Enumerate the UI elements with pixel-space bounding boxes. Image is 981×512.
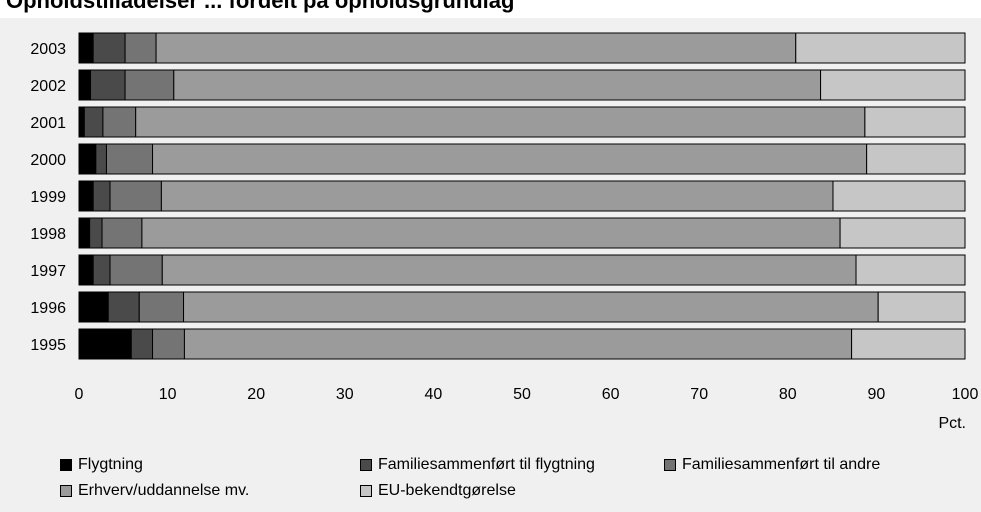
legend: Flygtning Familiesammenført til flygtning… xyxy=(60,456,960,512)
bar-segment-1997-s1 xyxy=(92,254,111,286)
x-tick-label: 60 xyxy=(602,386,620,403)
stacked-bar-chart: 2003 2002 2001 2000 1999 1998 1997 1996 1995 0 10… xyxy=(30,32,979,432)
x-tick-label: 100 xyxy=(952,386,979,403)
legend-label: Familiesammenført til andre xyxy=(682,456,881,473)
bar-segment-1996-s4 xyxy=(877,291,966,323)
year-label-2000: 2000 xyxy=(30,152,66,169)
bar-segment-1997-s4 xyxy=(855,254,966,286)
legend-item: EU-bekendtgørelse xyxy=(360,482,516,500)
bar-segment-2001-s4 xyxy=(864,106,966,138)
title-strip: Opholdstilladelser ... fordelt på ophold… xyxy=(0,0,981,18)
bar-segment-1999-s0 xyxy=(78,180,94,212)
year-labels: 2003 2002 2001 2000 1999 1998 1997 1996 1995 xyxy=(30,41,66,354)
bar-segment-1998-s0 xyxy=(78,217,91,249)
bar-segment-1999-s3 xyxy=(160,180,834,212)
bar-segment-1995-s3 xyxy=(183,328,853,360)
x-tick-label: 20 xyxy=(247,386,265,403)
legend-item: Familiesammenført til flygtning xyxy=(360,456,595,474)
bar-segment-2003-s0 xyxy=(78,32,94,64)
bar-segment-1998-s2 xyxy=(101,217,143,249)
legend-label: Erhverv/uddannelse mv. xyxy=(78,482,250,499)
bar-segment-2000-s3 xyxy=(152,143,868,175)
x-tick-label: 30 xyxy=(336,386,354,403)
bar-segment-2002-s4 xyxy=(820,69,966,101)
bar-segment-2000-s1 xyxy=(95,143,107,175)
bar-segment-2001-s1 xyxy=(83,106,104,138)
bar-segment-2002-s0 xyxy=(78,69,92,101)
year-label-1997: 1997 xyxy=(30,263,66,280)
bar-segment-2000-s2 xyxy=(105,143,154,175)
x-tick-label: 40 xyxy=(425,386,443,403)
year-label-1998: 1998 xyxy=(30,226,66,243)
legend-item: Familiesammenført til andre xyxy=(664,456,880,474)
bar-segment-2000-s0 xyxy=(78,143,97,175)
bar-segment-2000-s4 xyxy=(866,143,966,175)
bars-group xyxy=(78,32,966,360)
bar-segment-1998-s1 xyxy=(89,217,103,249)
legend-swatch xyxy=(360,459,372,471)
bar-segment-2003-s2 xyxy=(124,32,157,64)
bar-segment-1995-s1 xyxy=(130,328,154,360)
year-label-2002: 2002 xyxy=(30,78,66,95)
legend-label: Familiesammenført til flygtning xyxy=(378,456,595,473)
year-label-1996: 1996 xyxy=(30,300,66,317)
legend-swatch xyxy=(664,459,676,471)
year-label-1999: 1999 xyxy=(30,189,66,206)
x-axis: 0 10 20 30 40 50 60 70 80 90 100 Pct. xyxy=(75,386,979,432)
x-tick-label: 80 xyxy=(779,386,797,403)
bar-segment-1997-s3 xyxy=(161,254,857,286)
legend-label: Flygtning xyxy=(78,456,143,473)
bar-segment-1998-s3 xyxy=(141,217,841,249)
year-label-2003: 2003 xyxy=(30,41,66,58)
chart-title: Opholdstilladelser ... fordelt på ophold… xyxy=(6,0,515,13)
bar-segment-1997-s2 xyxy=(109,254,163,286)
legend-label: EU-bekendtgørelse xyxy=(378,482,516,499)
bar-segment-2002-s3 xyxy=(173,69,822,101)
bar-segment-1999-s2 xyxy=(109,180,162,212)
bar-segment-2003-s3 xyxy=(155,32,797,64)
bar-segment-1997-s0 xyxy=(78,254,94,286)
x-tick-label: 70 xyxy=(690,386,708,403)
x-tick-label: 10 xyxy=(159,386,177,403)
bar-segment-1996-s3 xyxy=(183,291,879,323)
x-tick-label: 50 xyxy=(513,386,531,403)
bar-segment-1996-s1 xyxy=(107,291,140,323)
x-tick-label: 0 xyxy=(75,386,84,403)
year-label-1995: 1995 xyxy=(30,337,66,354)
legend-swatch xyxy=(360,485,372,497)
bar-segment-2002-s1 xyxy=(90,69,126,101)
x-axis-label: Pct. xyxy=(938,415,966,432)
bar-segment-1995-s0 xyxy=(78,328,132,360)
legend-item: Erhverv/uddannelse mv. xyxy=(60,482,249,500)
bar-segment-2003-s1 xyxy=(92,32,126,64)
bar-segment-2003-s4 xyxy=(795,32,966,64)
bar-segment-1996-s0 xyxy=(78,291,109,323)
x-tick-label: 90 xyxy=(868,386,886,403)
bar-segment-2001-s3 xyxy=(135,106,866,138)
legend-swatch xyxy=(60,459,72,471)
bar-segment-1998-s4 xyxy=(839,217,966,249)
bar-segment-1995-s2 xyxy=(152,328,185,360)
bar-segment-1999-s1 xyxy=(92,180,111,212)
bar-segment-1999-s4 xyxy=(832,180,966,212)
legend-item: Flygtning xyxy=(60,456,143,474)
legend-swatch xyxy=(60,485,72,497)
bar-segment-2002-s2 xyxy=(124,69,175,101)
year-label-2001: 2001 xyxy=(30,115,66,132)
bar-segment-2001-s0 xyxy=(78,106,85,138)
bar-segment-1995-s4 xyxy=(851,328,966,360)
bar-segment-2001-s2 xyxy=(102,106,137,138)
bar-segment-1996-s2 xyxy=(138,291,185,323)
